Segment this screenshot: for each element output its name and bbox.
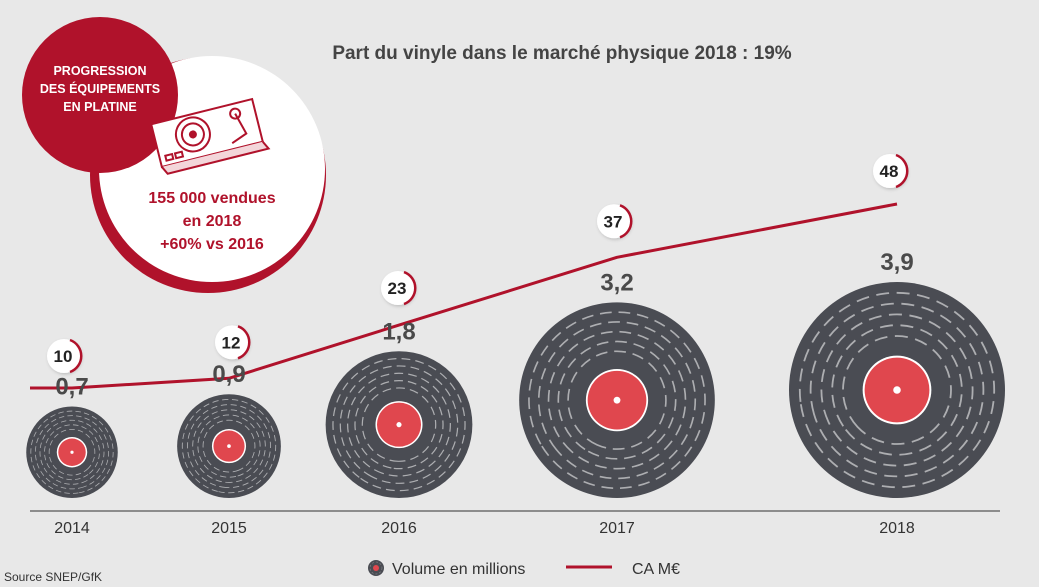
revenue-label-2015: 12 (222, 333, 241, 352)
x-tick-2017: 2017 (599, 520, 635, 537)
badge-title-line-2: DES ÉQUIPEMENTS (40, 81, 160, 96)
revenue-label-2014: 10 (54, 347, 73, 366)
revenue-line (30, 202, 898, 390)
badge-red-disc (22, 17, 178, 173)
volume-label-2016: 1,8 (382, 318, 415, 345)
volume-label-2017: 3,2 (600, 269, 633, 296)
volume-records (26, 282, 1005, 499)
revenue-bubbles: 10 12 23 37 48 (47, 153, 909, 374)
revenue-line-layer (30, 202, 898, 390)
x-tick-2016: 2016 (381, 520, 417, 537)
volume-label-2018: 3,9 (880, 249, 913, 276)
revenue-label-2016: 23 (388, 279, 407, 298)
revenue-bubble-2018: 48 (873, 153, 909, 189)
volume-labels: 0,7 0,9 1,8 3,2 3,9 (55, 249, 913, 400)
revenue-bubble-2016: 23 (381, 270, 417, 306)
badge-title-line-3: EN PLATINE (63, 100, 136, 114)
turntable-icon (150, 97, 271, 175)
vinyl-record-2015 (177, 394, 281, 498)
badge-stat-line-2: en 2018 (183, 213, 242, 230)
legend-ca-label: CA M€ (632, 561, 680, 578)
legend-volume-label: Volume en millions (392, 561, 525, 578)
x-tick-2015: 2015 (211, 520, 247, 537)
revenue-bubble-2014: 10 (47, 338, 83, 374)
vinyl-record-2014 (26, 406, 118, 499)
x-axis-labels: 2014 2015 2016 2017 2018 (54, 520, 915, 537)
chart-title: Part du vinyle dans le marché physique 2… (332, 43, 791, 64)
badge-title-line-1: PROGRESSION (53, 64, 146, 78)
revenue-bubble-2017: 37 (597, 204, 633, 239)
revenue-label-2017: 37 (604, 212, 623, 231)
revenue-bubble-2015: 12 (215, 325, 251, 360)
vinyl-record-2017 (519, 302, 715, 498)
platine-badge: PROGRESSION DES ÉQUIPEMENTS EN PLATINE 1… (22, 17, 326, 293)
legend-record-icon (368, 560, 384, 576)
x-tick-2014: 2014 (54, 520, 90, 537)
badge-stat-line-1: 155 000 vendues (148, 190, 275, 207)
badge-stat-line-3: +60% vs 2016 (160, 236, 264, 253)
vinyl-record-2018 (789, 282, 1005, 498)
x-tick-2018: 2018 (879, 520, 915, 537)
legend: Volume en millions CA M€ (368, 560, 680, 578)
vinyl-record-2016 (325, 351, 473, 498)
source-note: Source SNEP/GfK (4, 570, 102, 584)
volume-label-2014: 0,7 (55, 373, 88, 400)
volume-label-2015: 0,9 (212, 361, 245, 388)
revenue-label-2018: 48 (880, 162, 899, 181)
